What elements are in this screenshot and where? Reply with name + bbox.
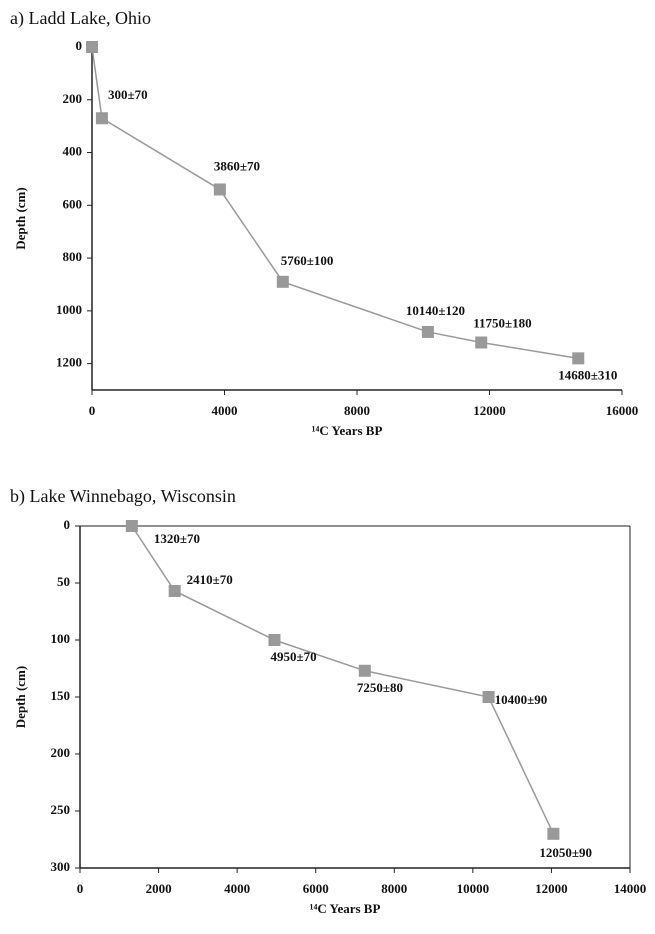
y-axis-label: Depth (cm) bbox=[13, 666, 28, 728]
data-point bbox=[168, 584, 181, 597]
y-tick-label: 150 bbox=[51, 688, 71, 703]
y-tick-label: 200 bbox=[51, 745, 71, 760]
x-tick-label: 0 bbox=[77, 881, 84, 896]
y-tick-label: 0 bbox=[64, 517, 71, 532]
x-tick-label: 10000 bbox=[457, 881, 490, 896]
y-tick-label: 100 bbox=[51, 631, 71, 646]
point-label: 5760±100 bbox=[281, 253, 334, 268]
chart-title: b) Lake Winnebago, Wisconsin bbox=[10, 486, 236, 507]
y-tick-label: 300 bbox=[51, 859, 71, 874]
x-tick-label: 12000 bbox=[535, 881, 568, 896]
series-line bbox=[91, 46, 579, 360]
data-point bbox=[125, 520, 138, 532]
point-label: 12050±90 bbox=[539, 845, 592, 860]
point-label: 7250±80 bbox=[357, 680, 403, 695]
point-label: 11750±180 bbox=[473, 315, 531, 330]
x-tick-label: 8000 bbox=[381, 881, 407, 896]
x-tick-label: 14000 bbox=[614, 881, 647, 896]
y-tick-label: 50 bbox=[57, 574, 70, 589]
y-tick-label: 200 bbox=[63, 91, 83, 106]
point-label: 1320±70 bbox=[154, 531, 200, 546]
point-label: 10400±90 bbox=[495, 692, 548, 707]
data-point bbox=[572, 352, 585, 365]
data-point bbox=[475, 336, 488, 349]
chart-title: a) Ladd Lake, Ohio bbox=[10, 8, 151, 29]
x-tick-label: 16000 bbox=[606, 403, 639, 418]
data-point bbox=[421, 325, 434, 338]
x-tick-label: 0 bbox=[89, 403, 96, 418]
x-tick-label: 4000 bbox=[224, 881, 250, 896]
x-tick-label: 6000 bbox=[303, 881, 329, 896]
y-tick-label: 1000 bbox=[56, 302, 82, 317]
x-tick-label: 8000 bbox=[344, 403, 370, 418]
y-tick-label: 250 bbox=[51, 802, 71, 817]
data-point bbox=[95, 112, 108, 125]
y-tick-label: 400 bbox=[63, 144, 83, 159]
y-tick-label: 800 bbox=[63, 249, 83, 264]
data-point bbox=[86, 41, 98, 53]
x-axis-label: ¹⁴C Years BP bbox=[310, 901, 381, 916]
point-label: 10140±120 bbox=[406, 303, 465, 318]
y-tick-label: 1200 bbox=[56, 355, 82, 370]
data-point bbox=[276, 275, 289, 288]
y-tick-label: 600 bbox=[63, 196, 83, 211]
data-point bbox=[268, 634, 281, 646]
point-label: 300±70 bbox=[108, 87, 148, 102]
point-label: 14680±310 bbox=[558, 367, 617, 382]
point-label: 2410±70 bbox=[187, 572, 233, 587]
y-tick-label: 0 bbox=[76, 38, 83, 53]
data-point bbox=[358, 664, 371, 677]
series-line bbox=[131, 525, 555, 835]
point-label: 4950±70 bbox=[270, 649, 316, 664]
x-axis-label: ¹⁴C Years BP bbox=[312, 423, 383, 438]
y-axis-label: Depth (cm) bbox=[13, 187, 28, 249]
x-tick-label: 2000 bbox=[146, 881, 172, 896]
data-point bbox=[547, 827, 560, 840]
x-tick-label: 4000 bbox=[212, 403, 238, 418]
data-point bbox=[482, 691, 495, 703]
point-label: 3860±70 bbox=[214, 158, 260, 173]
data-point bbox=[213, 183, 226, 196]
x-tick-label: 12000 bbox=[473, 403, 506, 418]
